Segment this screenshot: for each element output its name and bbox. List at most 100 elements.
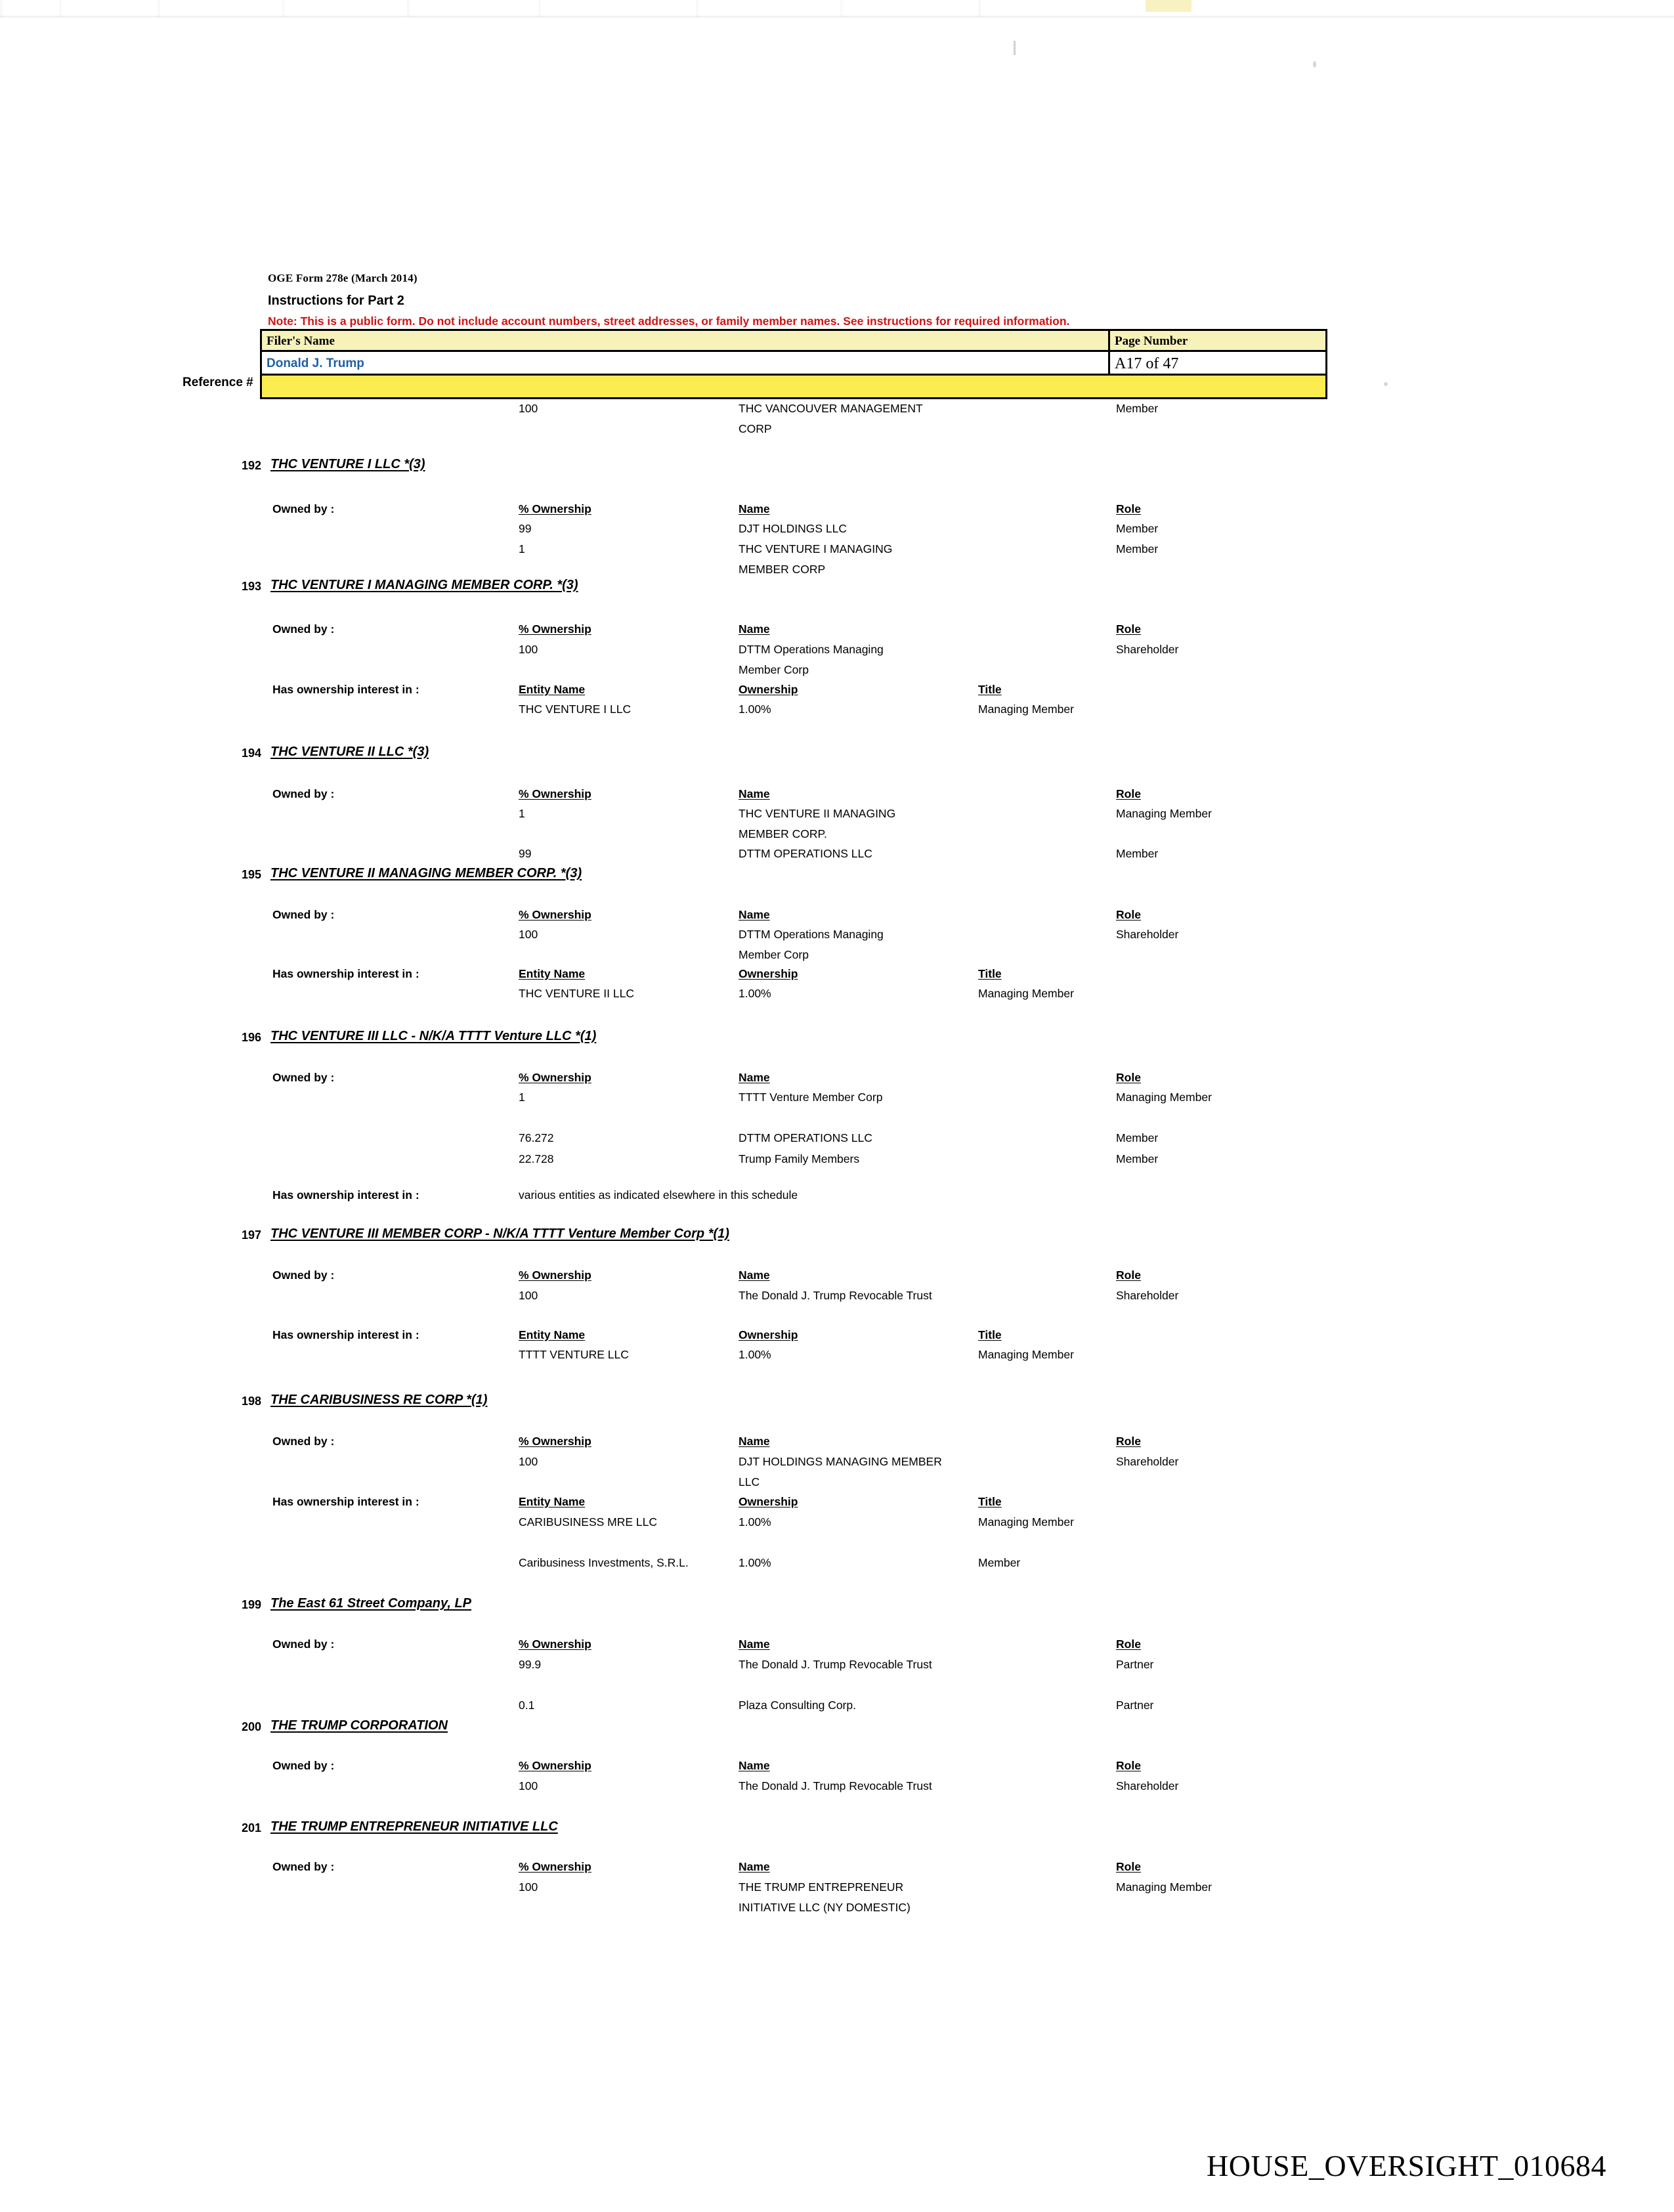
owner-pct: 0.1 bbox=[519, 1699, 535, 1712]
owner-role: Shareholder bbox=[1116, 643, 1179, 656]
owner-pct: 100 bbox=[519, 643, 538, 656]
owner-name: DTTM Operations Managing bbox=[739, 643, 884, 656]
entry-title: THC VENTURE II LLC *(3) bbox=[270, 745, 429, 759]
entry-title: THC VENTURE III MEMBER CORP - N/K/A TTTT… bbox=[270, 1226, 729, 1241]
owner-pct: 99 bbox=[519, 522, 532, 535]
interest-title: Managing Member bbox=[978, 987, 1074, 1000]
owner-role: Member bbox=[1116, 1152, 1159, 1165]
entity-name-header: Entity Name bbox=[519, 1328, 586, 1341]
owner-name: DJT HOLDINGS MANAGING MEMBER bbox=[739, 1455, 942, 1468]
has-ownership-label: Has ownership interest in : bbox=[272, 1188, 419, 1202]
owner-role: Shareholder bbox=[1116, 1289, 1179, 1302]
owned-by-label: Owned by : bbox=[272, 1435, 335, 1448]
owner-name: The Donald J. Trump Revocable Trust bbox=[739, 1289, 932, 1302]
owner-pct: 99 bbox=[519, 847, 532, 860]
pct-ownership-header: % Ownership bbox=[519, 1435, 591, 1448]
role-header: Role bbox=[1116, 622, 1141, 636]
entry-title: THE CARIBUSINESS RE CORP *(1) bbox=[270, 1393, 488, 1407]
entry-number: 192 bbox=[241, 459, 261, 472]
entity-name-header: Entity Name bbox=[519, 683, 586, 696]
owner-pct: 99.9 bbox=[519, 1658, 542, 1671]
interest-entity: Caribusiness Investments, S.R.L. bbox=[519, 1556, 689, 1569]
owner-name: THC VENTURE II MANAGING bbox=[739, 807, 896, 820]
owner-pct: 22.728 bbox=[519, 1152, 554, 1165]
owner-name: THE TRUMP ENTREPRENEUR bbox=[739, 1880, 904, 1894]
interest-title: Managing Member bbox=[978, 1515, 1074, 1529]
has-ownership-label: Has ownership interest in : bbox=[272, 683, 419, 696]
reference-number-value bbox=[262, 376, 1325, 397]
owned-by-label: Owned by : bbox=[272, 908, 335, 921]
name-header: Name bbox=[739, 1269, 770, 1282]
owner-name-line2: Member Corp bbox=[739, 948, 809, 961]
entry-title: THC VENTURE II MANAGING MEMBER CORP. *(3… bbox=[270, 866, 582, 880]
entity-name-header: Entity Name bbox=[519, 967, 586, 980]
continued-name: THC VANCOUVER MANAGEMENT bbox=[739, 402, 923, 415]
title-header: Title bbox=[978, 1328, 1002, 1341]
pct-ownership-header: % Ownership bbox=[519, 1269, 591, 1282]
pct-ownership-header: % Ownership bbox=[519, 502, 591, 515]
public-form-note: Note: This is a public form. Do not incl… bbox=[268, 314, 1070, 328]
has-ownership-label: Has ownership interest in : bbox=[272, 1328, 419, 1341]
entry-number: 200 bbox=[241, 1720, 261, 1733]
entry-title: THE TRUMP ENTREPRENEUR INITIATIVE LLC bbox=[270, 1819, 558, 1834]
pct-ownership-header: % Ownership bbox=[519, 1759, 591, 1772]
name-header: Name bbox=[739, 1759, 770, 1772]
instructions-title: Instructions for Part 2 bbox=[268, 293, 404, 308]
continued-role: Member bbox=[1116, 402, 1159, 415]
owner-pct: 100 bbox=[519, 1880, 538, 1894]
interest-ownership: 1.00% bbox=[739, 1515, 771, 1529]
owner-name: DTTM OPERATIONS LLC bbox=[739, 847, 872, 860]
interest-ownership: 1.00% bbox=[739, 703, 771, 716]
continued-name2: CORP bbox=[739, 422, 772, 435]
scan-speck bbox=[1384, 382, 1388, 386]
pct-ownership-header: % Ownership bbox=[519, 1860, 591, 1873]
interest-note: various entities as indicated elsewhere … bbox=[519, 1188, 798, 1202]
owner-name: Plaza Consulting Corp. bbox=[739, 1699, 856, 1712]
filers-name-label: Filer's Name bbox=[267, 334, 335, 348]
name-header: Name bbox=[739, 1071, 770, 1084]
pct-ownership-header: % Ownership bbox=[519, 787, 591, 800]
ownership-header: Ownership bbox=[739, 967, 798, 980]
ownership-header: Ownership bbox=[739, 683, 798, 696]
title-header: Title bbox=[978, 683, 1002, 696]
owner-role: Partner bbox=[1116, 1658, 1154, 1671]
owned-by-label: Owned by : bbox=[272, 1269, 335, 1282]
role-header: Role bbox=[1116, 908, 1141, 921]
ownership-header: Ownership bbox=[739, 1328, 798, 1341]
owner-pct: 1 bbox=[519, 1091, 525, 1104]
interest-ownership: 1.00% bbox=[739, 987, 771, 1000]
entity-name-header: Entity Name bbox=[519, 1495, 586, 1508]
interest-entity: THC VENTURE I LLC bbox=[519, 703, 632, 716]
interest-title: Managing Member bbox=[978, 703, 1074, 716]
owner-pct: 100 bbox=[519, 1779, 538, 1792]
owned-by-label: Owned by : bbox=[272, 787, 335, 800]
owner-name: DTTM Operations Managing bbox=[739, 928, 884, 941]
role-header: Role bbox=[1116, 1269, 1141, 1282]
name-header: Name bbox=[739, 787, 770, 800]
owner-name-line2: MEMBER CORP bbox=[739, 563, 826, 576]
form-identifier: OGE Form 278e (March 2014) bbox=[268, 272, 418, 284]
owner-name: DTTM OPERATIONS LLC bbox=[739, 1131, 872, 1144]
interest-entity: TTTT VENTURE LLC bbox=[519, 1348, 629, 1361]
page-number-value: A17 of 47 bbox=[1108, 352, 1325, 374]
owner-role: Shareholder bbox=[1116, 1455, 1179, 1468]
owner-name: DJT HOLDINGS LLC bbox=[739, 522, 847, 535]
owner-role: Managing Member bbox=[1116, 807, 1212, 820]
pct-ownership-header: % Ownership bbox=[519, 1637, 591, 1651]
entry-number: 197 bbox=[241, 1228, 261, 1242]
interest-entity: THC VENTURE II LLC bbox=[519, 987, 634, 1000]
pct-ownership-header: % Ownership bbox=[519, 1071, 591, 1084]
title-header: Title bbox=[978, 967, 1002, 980]
owner-name-line2: Member Corp bbox=[739, 663, 809, 676]
ownership-header: Ownership bbox=[739, 1495, 798, 1508]
owner-pct: 76.272 bbox=[519, 1131, 554, 1144]
owner-name: TTTT Venture Member Corp bbox=[739, 1091, 883, 1104]
page-number-label: Page Number bbox=[1108, 331, 1325, 350]
owned-by-label: Owned by : bbox=[272, 1637, 335, 1651]
entry-title: THC VENTURE III LLC - N/K/A TTTT Venture… bbox=[270, 1029, 597, 1043]
name-header: Name bbox=[739, 1435, 770, 1448]
role-header: Role bbox=[1116, 1759, 1141, 1772]
name-header: Name bbox=[739, 1860, 770, 1873]
owner-name: The Donald J. Trump Revocable Trust bbox=[739, 1658, 932, 1671]
